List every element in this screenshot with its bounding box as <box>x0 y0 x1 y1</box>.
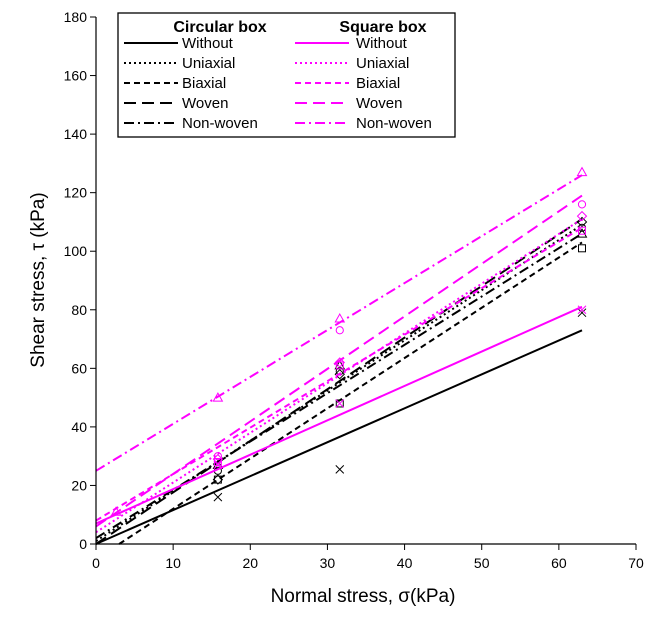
legend-label-circular: Woven <box>182 95 228 112</box>
legend-label-square: Without <box>356 35 408 52</box>
legend-entries: Without Without Uniaxial Uniaxial Biaxial Bia… <box>124 35 432 132</box>
data-point <box>334 313 346 323</box>
data-point <box>213 452 222 461</box>
y-tick-label: 100 <box>64 243 88 259</box>
y-tick-label: 180 <box>64 9 88 25</box>
data-point <box>334 357 345 368</box>
data-point <box>335 326 344 335</box>
x-tick-label: 20 <box>242 555 258 571</box>
y-axis-title: Shear stress, τ (kPa) <box>28 192 49 367</box>
plot-marks <box>95 166 588 545</box>
series-square-non-woven <box>95 166 588 516</box>
data-point <box>577 308 587 318</box>
data-point <box>576 228 588 238</box>
data-point <box>576 166 588 177</box>
y-tick-label: 20 <box>71 477 87 493</box>
data-point <box>335 399 345 408</box>
x-tick-label: 10 <box>165 555 181 571</box>
y-tick-label: 0 <box>79 536 87 552</box>
trend-line <box>95 305 583 525</box>
x-tick-label: 0 <box>92 555 100 571</box>
trend-line <box>95 226 583 522</box>
data-point <box>213 492 223 502</box>
legend-label-square: Biaxial <box>356 75 400 92</box>
x-tick-label: 70 <box>628 555 644 571</box>
x-tick-label: 50 <box>474 555 490 571</box>
legend-header-circular: Circular box <box>173 19 266 36</box>
trend-line <box>118 241 583 545</box>
trend-line <box>95 232 583 539</box>
series-circular-biaxial <box>118 241 586 545</box>
legend-label-circular: Uniaxial <box>182 55 235 72</box>
series-square-woven <box>95 194 588 528</box>
legend-label-square: Woven <box>356 95 402 112</box>
trend-line <box>95 174 583 472</box>
y-tick-label: 160 <box>64 68 88 84</box>
axes: 0 10 20 30 40 50 60 70 0 20 40 60 80 100 120 140 160 180… <box>28 9 644 607</box>
data-point <box>578 226 586 235</box>
y-tick-label: 80 <box>71 302 87 318</box>
data-point <box>578 244 586 253</box>
data-point <box>213 458 222 467</box>
x-axis-title: Normal stress, σ(kPa) <box>271 586 456 607</box>
data-point <box>212 453 224 465</box>
y-ticks: 0 20 40 60 80 100 120 140 160 180 <box>64 9 96 552</box>
legend-box <box>117 12 456 138</box>
y-tick-label: 40 <box>71 419 87 435</box>
series-circular-woven <box>95 216 588 545</box>
data-point <box>576 210 588 222</box>
x-tick-label: 30 <box>320 555 336 571</box>
legend-label-square: Uniaxial <box>356 55 409 72</box>
series-circular-without <box>95 308 587 545</box>
x-ticks: 0 10 20 30 40 50 60 70 <box>92 544 644 571</box>
data-point <box>110 506 122 516</box>
series-square-uniaxial <box>95 200 587 534</box>
trend-line <box>95 194 583 528</box>
trend-line <box>95 218 583 545</box>
data-point <box>213 460 223 470</box>
data-point <box>577 305 587 315</box>
data-point <box>335 399 344 408</box>
y-tick-label: 140 <box>64 126 88 142</box>
data-point <box>335 361 344 370</box>
data-point <box>335 464 345 474</box>
legend-label-circular: Without <box>182 35 234 52</box>
data-point <box>576 216 588 228</box>
data-point <box>577 200 587 209</box>
legend-label-circular: Biaxial <box>182 75 226 92</box>
trend-line <box>95 218 583 534</box>
data-point <box>334 368 345 380</box>
legend-label-circular: Non-woven <box>182 115 258 132</box>
x-tick-label: 40 <box>397 555 413 571</box>
trend-line <box>95 329 583 545</box>
series-circular-uniaxial <box>95 223 587 542</box>
data-point <box>213 475 222 484</box>
legend-label-square: Non-woven <box>356 115 432 132</box>
x-tick-label: 60 <box>551 555 567 571</box>
y-tick-label: 120 <box>64 185 88 201</box>
data-point <box>212 392 224 402</box>
series-square-without <box>95 305 587 525</box>
data-point <box>212 474 224 485</box>
legend: Circular box Square box Without Without Un… <box>117 12 456 138</box>
legend-header-square: Square box <box>339 19 426 36</box>
y-tick-label: 60 <box>71 360 87 376</box>
